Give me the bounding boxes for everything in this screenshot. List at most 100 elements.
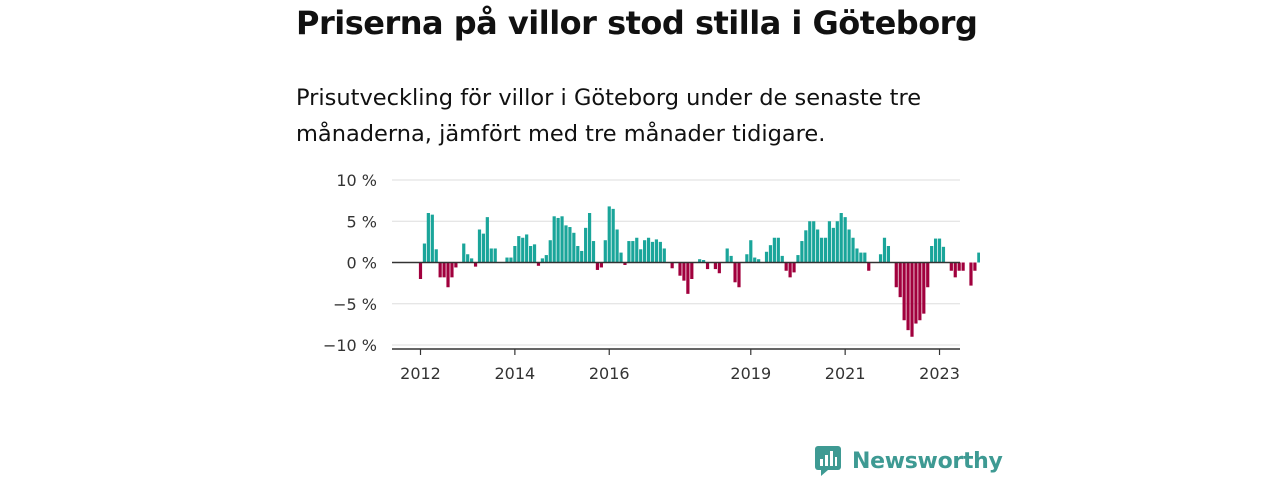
- bar: [713, 262, 717, 270]
- y-tick-label: 0 %: [347, 254, 377, 273]
- bar: [513, 246, 517, 263]
- bar: [800, 241, 804, 263]
- bar: [788, 262, 792, 278]
- bar: [462, 243, 466, 263]
- bar: [568, 227, 572, 263]
- bar: [835, 221, 839, 263]
- bar: [615, 229, 619, 263]
- bar: [804, 230, 808, 263]
- bar: [737, 262, 741, 288]
- bar: [941, 246, 946, 263]
- bar: [902, 262, 906, 321]
- bar: [670, 262, 674, 269]
- bar: [772, 237, 776, 263]
- x-tick-label: 2012: [400, 364, 441, 383]
- bar: [698, 259, 702, 263]
- bar: [442, 262, 446, 278]
- bar: [906, 262, 910, 331]
- x-tick-label: 2014: [495, 364, 536, 383]
- bar: [627, 241, 631, 263]
- chart-subtitle: Prisutveckling för villor i Göteborg und…: [296, 85, 922, 147]
- bar: [623, 262, 627, 265]
- bar: [898, 262, 902, 298]
- bar: [611, 208, 615, 263]
- bar: [529, 246, 533, 263]
- bar: [831, 227, 835, 263]
- bar: [595, 262, 600, 270]
- bar: [886, 246, 891, 263]
- bar: [517, 236, 521, 263]
- bar: [812, 221, 816, 263]
- bar: [678, 262, 682, 276]
- bar: [847, 229, 851, 263]
- x-tick-label: 2019: [730, 364, 771, 383]
- newsworthy-brand: Newsworthy: [815, 446, 1003, 476]
- bar: [485, 217, 489, 263]
- bar: [855, 248, 859, 263]
- bar: [587, 213, 592, 263]
- bar: [926, 262, 930, 288]
- bar: [603, 240, 607, 263]
- bar: [470, 258, 474, 263]
- bar: [733, 262, 737, 283]
- bar: [454, 262, 458, 268]
- bar: [639, 249, 643, 263]
- bar: [556, 217, 560, 263]
- x-tick-label: 2023: [919, 364, 960, 383]
- bar: [753, 257, 757, 263]
- bar: [643, 240, 647, 263]
- bar: [851, 237, 855, 263]
- bar: [717, 262, 721, 274]
- bar: [725, 248, 729, 263]
- bar: [658, 241, 662, 263]
- bar: [552, 216, 556, 263]
- bar: [477, 229, 482, 263]
- bar: [792, 262, 796, 273]
- bar: [749, 240, 753, 263]
- bar: [843, 217, 847, 263]
- bar: [599, 262, 603, 268]
- bar: [450, 262, 454, 278]
- bar: [953, 262, 957, 278]
- y-tick-label: −5 %: [333, 295, 377, 314]
- bar: [422, 243, 427, 263]
- bar: [922, 262, 926, 314]
- brand-name: Newsworthy: [852, 448, 1003, 474]
- bar: [705, 262, 710, 270]
- bar: [910, 262, 914, 337]
- bar: [548, 240, 552, 263]
- bar: [957, 262, 961, 271]
- bar: [839, 213, 843, 263]
- bar: [654, 239, 659, 263]
- bar: [434, 249, 438, 263]
- bar: [466, 254, 470, 263]
- bar: [536, 262, 541, 266]
- bar: [729, 255, 733, 263]
- bar: [509, 257, 513, 263]
- bar: [827, 221, 832, 263]
- bar: [882, 237, 887, 263]
- bar: [682, 262, 686, 281]
- bar: [481, 233, 486, 263]
- bar: [584, 227, 588, 263]
- bar: [646, 237, 651, 263]
- bar: [819, 237, 824, 263]
- bar: [560, 216, 564, 263]
- bar: [859, 252, 863, 263]
- bar: [816, 229, 820, 263]
- bar: [572, 232, 576, 263]
- bar: [446, 262, 450, 288]
- bar: [505, 257, 509, 263]
- bar: [580, 250, 584, 263]
- bar: [544, 255, 548, 263]
- bar: [973, 262, 977, 271]
- bar: [532, 244, 537, 263]
- newsworthy-logo-icon: [815, 446, 841, 476]
- bar: [949, 262, 953, 271]
- bar: [635, 237, 639, 263]
- bar: [418, 262, 423, 279]
- bar: [521, 237, 525, 263]
- bar: [493, 248, 497, 263]
- bar: [914, 262, 918, 324]
- bar: [619, 252, 623, 263]
